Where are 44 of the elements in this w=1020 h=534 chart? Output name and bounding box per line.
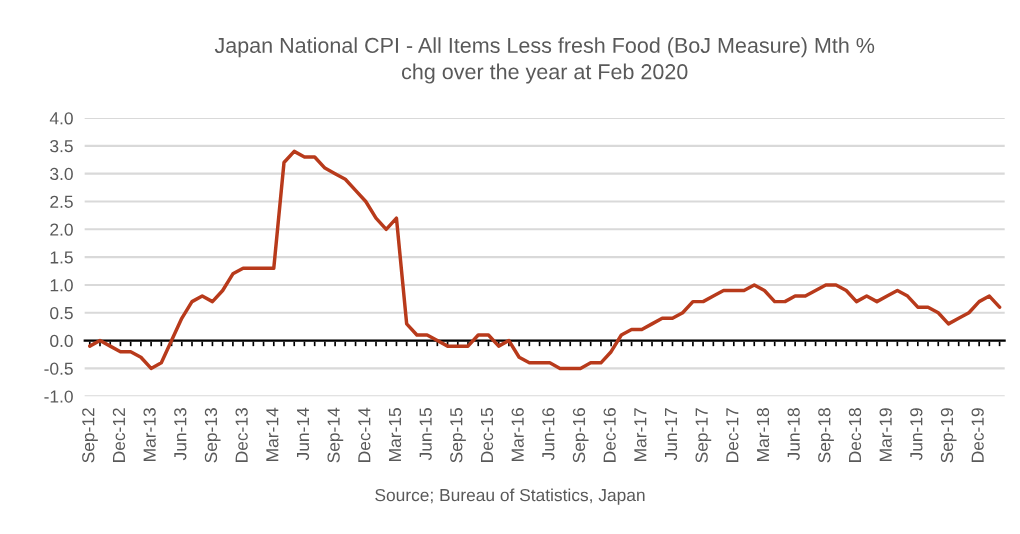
x-tick-label: Mar-16: [511, 408, 524, 461]
x-tick-label: Sep-13: [204, 408, 221, 463]
x-tick-label: Mar-18: [756, 408, 770, 461]
y-tick-label: 0.5: [50, 306, 73, 320]
x-tick-label: Sep-16: [572, 408, 589, 463]
y-tick-label: 0.0: [50, 334, 73, 348]
x-tick-label: Sep-17: [695, 408, 712, 463]
x-tick-label: Dec-17: [726, 408, 739, 462]
x-tick-label: Dec-13: [235, 408, 248, 462]
chart-title: Japan National CPI - All Items Less fresh Food (BoJ Measure) Mth % chg over the year at Feb 2020: [214, 37, 875, 84]
x-tick-label: Dec-12: [112, 408, 126, 462]
x-tick-label: Jun-15: [419, 408, 432, 461]
x-tick-label: Sep-18: [818, 408, 834, 463]
y-tick-label: -1.0: [44, 390, 73, 403]
x-tick-label: Mar-14: [266, 407, 279, 461]
x-tick-label: Mar-13: [143, 408, 156, 461]
x-tick-label: Jun-13: [174, 408, 187, 461]
y-tick-label: 4.0: [49, 112, 73, 125]
x-tick-label: Dec-16: [603, 408, 616, 462]
x-tick-label: Mar-17: [634, 408, 647, 461]
x-tick-label: Jun-14: [296, 407, 310, 461]
y-tick-label: 2.5: [50, 195, 73, 208]
x-tick-label: Sep-14: [327, 407, 344, 463]
y-tick-label: 3.0: [50, 167, 73, 181]
x-tick-label: Dec-19: [971, 408, 984, 462]
line-series: [88, 149, 1002, 371]
y-tick-label: 3.5: [50, 140, 73, 153]
y-tick-label: 1.0: [50, 279, 73, 292]
source-note: Source; Bureau of Statistics, Japan: [375, 488, 645, 505]
x-tick-label: Dec-18: [848, 408, 862, 462]
y-tick-label: 2.0: [50, 223, 73, 236]
y-tick-label: 1.5: [50, 251, 73, 264]
x-tick-label: Sep-19: [940, 408, 957, 463]
x-tick-label: Mar-19: [879, 408, 892, 461]
x-tick-label: Jun-18: [787, 408, 800, 461]
x-tick-label: Jun-19: [910, 408, 923, 461]
y-tick-label: -0.5: [44, 362, 73, 375]
x-tick-label: Mar-15: [389, 408, 402, 461]
x-tick-label: Jun-17: [665, 408, 678, 461]
x-tick-label: Dec-14: [358, 407, 371, 462]
x-tick-label: Dec-15: [481, 408, 494, 462]
x-tick-label: Jun-16: [542, 408, 555, 461]
x-tick-label: Sep-15: [450, 408, 466, 463]
x-tick-label: Sep-12: [82, 408, 98, 463]
